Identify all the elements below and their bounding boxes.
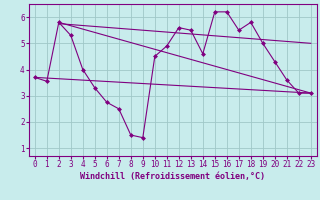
X-axis label: Windchill (Refroidissement éolien,°C): Windchill (Refroidissement éolien,°C): [80, 172, 265, 181]
